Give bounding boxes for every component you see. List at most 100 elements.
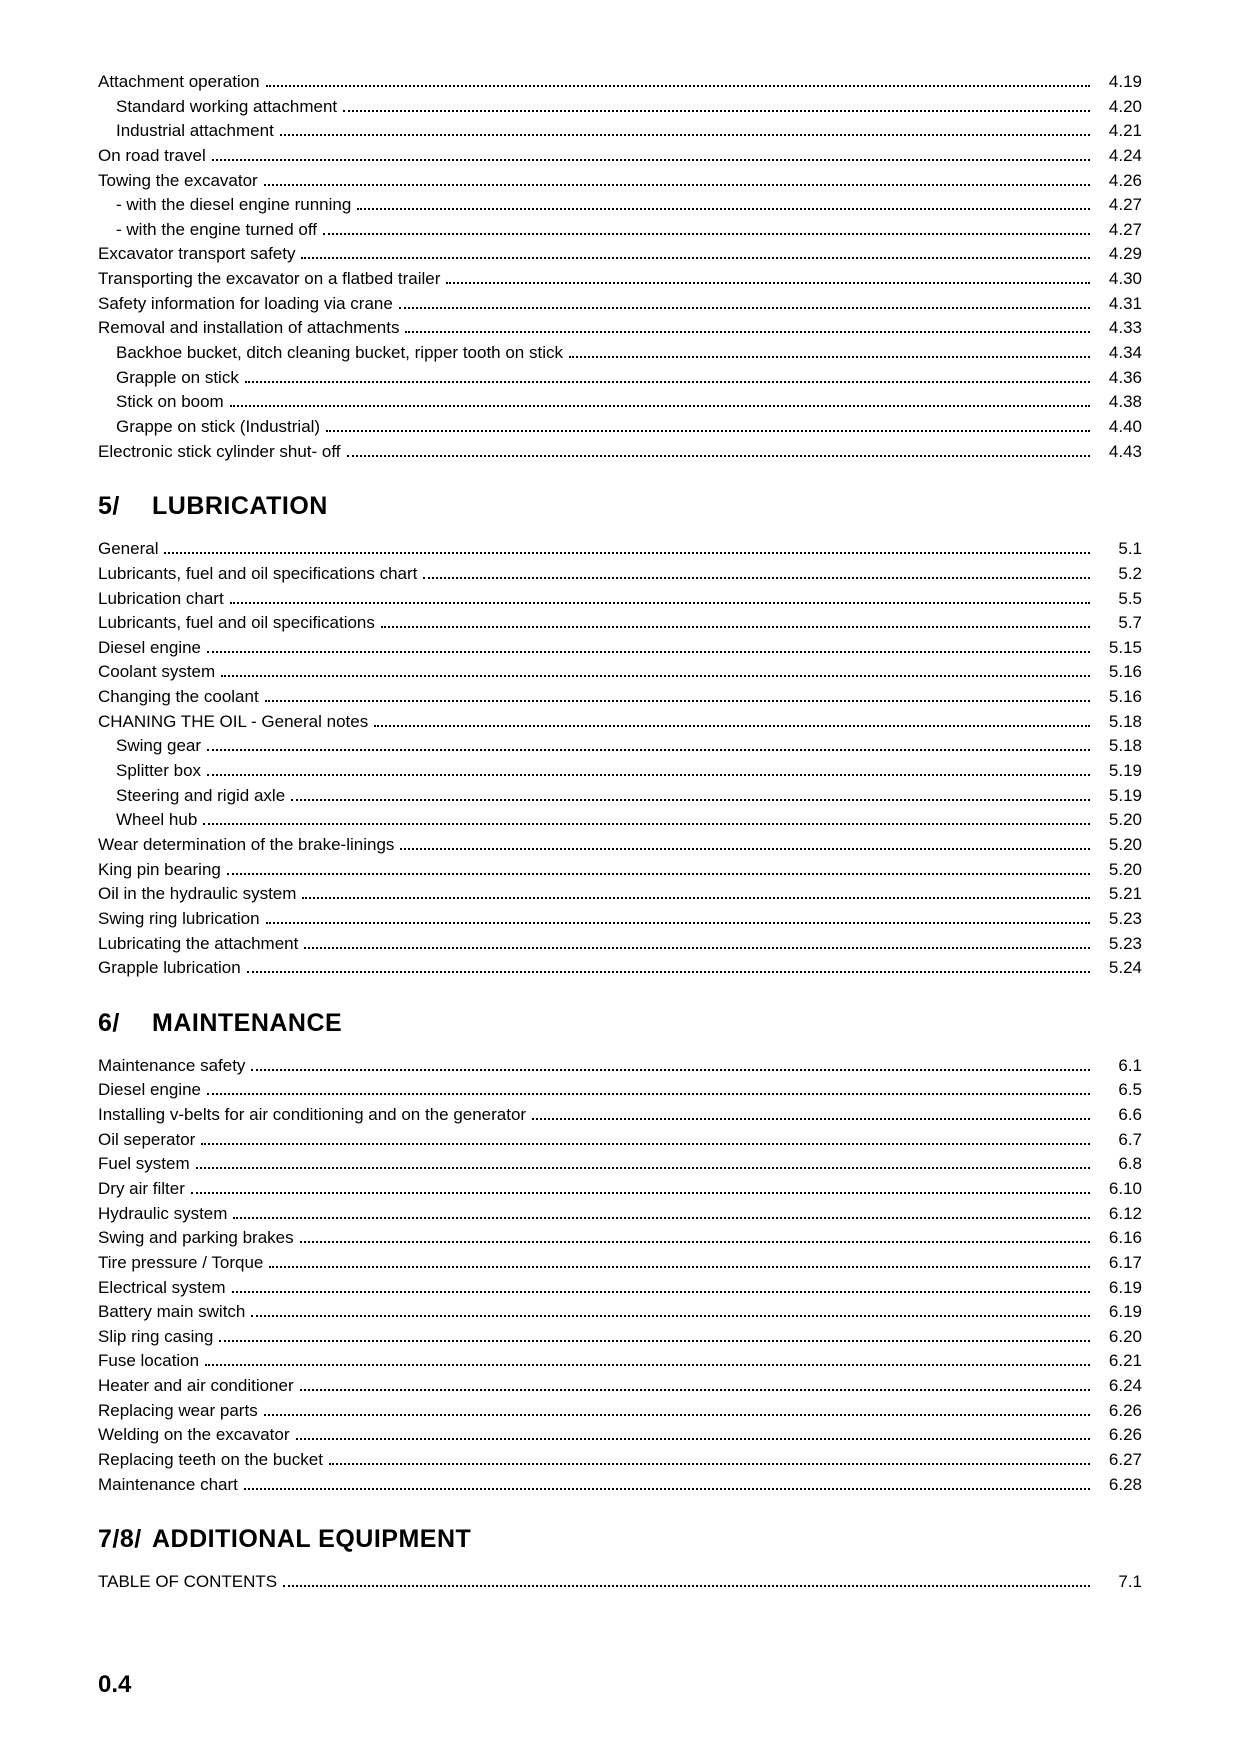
toc-entry: Swing gear5.18 xyxy=(98,734,1142,759)
toc-page-number: 6.20 xyxy=(1096,1325,1142,1350)
toc-label: Fuse location xyxy=(98,1349,199,1374)
toc-entry: Wheel hub5.20 xyxy=(98,808,1142,833)
toc-leader-dots xyxy=(301,257,1090,259)
toc-label: Installing v-belts for air conditioning … xyxy=(98,1103,526,1128)
toc-entry: Electronic stick cylinder shut- off4.43 xyxy=(98,440,1142,465)
toc-entry: Towing the excavator4.26 xyxy=(98,169,1142,194)
toc-label: Standard working attachment xyxy=(116,95,337,120)
toc-leader-dots xyxy=(323,233,1090,235)
toc-page-number: 4.36 xyxy=(1096,366,1142,391)
toc-entry: King pin bearing 5.20 xyxy=(98,858,1142,883)
toc-leader-dots xyxy=(264,1414,1090,1416)
toc-page-number: 5.16 xyxy=(1096,685,1142,710)
page-number: 0.4 xyxy=(98,1671,131,1699)
toc-entry: Diesel engine6.5 xyxy=(98,1078,1142,1103)
toc-entry: Backhoe bucket, ditch cleaning bucket, r… xyxy=(98,341,1142,366)
toc-entry: Lubricants, fuel and oil specifications5… xyxy=(98,611,1142,636)
toc-entry: Fuel system6.8 xyxy=(98,1152,1142,1177)
toc-entry: Maintenance safety6.1 xyxy=(98,1054,1142,1079)
toc-label: King pin bearing xyxy=(98,858,221,883)
toc-page-number: 6.16 xyxy=(1096,1226,1142,1251)
toc-label: Maintenance chart xyxy=(98,1473,238,1498)
toc-leader-dots xyxy=(280,134,1090,136)
toc-label: Transporting the excavator on a flatbed … xyxy=(98,267,440,292)
toc-leader-dots xyxy=(245,381,1090,383)
toc-leader-dots xyxy=(265,700,1090,702)
toc-label: On road travel xyxy=(98,144,206,169)
toc-leader-dots xyxy=(400,848,1090,850)
toc-label: Slip ring casing xyxy=(98,1325,213,1350)
toc-entry: Wear determination of the brake-linings 5… xyxy=(98,833,1142,858)
toc-page-number: 6.7 xyxy=(1096,1128,1142,1153)
toc-entry: - with the engine turned off4.27 xyxy=(98,218,1142,243)
toc-entry: Oil seperator6.7 xyxy=(98,1128,1142,1153)
toc-entry: - with the diesel engine running4.27 xyxy=(98,193,1142,218)
toc-entry: Oil in the hydraulic system5.21 xyxy=(98,882,1142,907)
toc-leader-dots xyxy=(227,873,1090,875)
toc-leader-dots xyxy=(207,774,1090,776)
toc-entry: Transporting the excavator on a flatbed … xyxy=(98,267,1142,292)
toc-entry: Electrical system6.19 xyxy=(98,1276,1142,1301)
toc-label: Swing ring lubrication xyxy=(98,907,260,932)
toc-label: Safety information for loading via crane xyxy=(98,292,393,317)
toc-page-number: 4.27 xyxy=(1096,218,1142,243)
toc-page-number: 6.19 xyxy=(1096,1276,1142,1301)
toc-leader-dots xyxy=(247,971,1090,973)
toc-entry: Changing the coolant5.16 xyxy=(98,685,1142,710)
toc-entry: Tire pressure / Torque6.17 xyxy=(98,1251,1142,1276)
toc-leader-dots xyxy=(291,799,1090,801)
toc-page-number: 5.20 xyxy=(1096,833,1142,858)
toc-leader-dots xyxy=(207,749,1090,751)
toc-leader-dots xyxy=(266,922,1090,924)
toc-leader-dots xyxy=(212,159,1090,161)
section-heading: 5/LUBRICATION xyxy=(98,492,1142,521)
toc-page-number: 4.33 xyxy=(1096,316,1142,341)
toc-leader-dots xyxy=(207,1093,1090,1095)
toc-page-number: 4.29 xyxy=(1096,242,1142,267)
toc-label: Grapple on stick xyxy=(116,366,239,391)
toc-leader-dots xyxy=(374,725,1090,727)
toc-label: Wear determination of the brake-linings xyxy=(98,833,394,858)
toc-label: Grapple lubrication xyxy=(98,956,241,981)
toc-page-number: 6.21 xyxy=(1096,1349,1142,1374)
toc-page-number: 4.40 xyxy=(1096,415,1142,440)
toc-entry: Grapple lubrication 5.24 xyxy=(98,956,1142,981)
toc-leader-dots xyxy=(302,897,1090,899)
toc-leader-dots xyxy=(207,651,1090,653)
toc-entry: CHANING THE OIL - General notes5.18 xyxy=(98,710,1142,735)
toc-page-number: 5.5 xyxy=(1096,587,1142,612)
toc-leader-dots xyxy=(230,405,1090,407)
toc-page-number: 5.16 xyxy=(1096,660,1142,685)
toc-label: General xyxy=(98,537,158,562)
toc-label: Wheel hub xyxy=(116,808,197,833)
toc-page-number: 5.20 xyxy=(1096,858,1142,883)
toc-page-number: 4.24 xyxy=(1096,144,1142,169)
toc-entry: Battery main switch6.19 xyxy=(98,1300,1142,1325)
toc-leader-dots xyxy=(264,184,1090,186)
toc-leader-dots xyxy=(251,1069,1090,1071)
section-title: MAINTENANCE xyxy=(152,1009,342,1038)
toc-label: Attachment operation xyxy=(98,70,260,95)
toc-entry: Slip ring casing 6.20 xyxy=(98,1325,1142,1350)
toc-label: Welding on the excavator xyxy=(98,1423,290,1448)
toc-leader-dots xyxy=(329,1463,1090,1465)
section-number: 7/8/ xyxy=(98,1525,140,1554)
toc-entry: General5.1 xyxy=(98,537,1142,562)
toc-label: Lubricating the attachment xyxy=(98,932,298,957)
toc-leader-dots xyxy=(446,282,1090,284)
toc-label: Stick on boom xyxy=(116,390,224,415)
section-title: LUBRICATION xyxy=(152,492,328,521)
toc-page-number: 4.31 xyxy=(1096,292,1142,317)
toc-label: Backhoe bucket, ditch cleaning bucket, r… xyxy=(116,341,563,366)
toc-entry: Dry air filter6.10 xyxy=(98,1177,1142,1202)
toc-page-number: 4.30 xyxy=(1096,267,1142,292)
toc-leader-dots xyxy=(232,1291,1090,1293)
toc-leader-dots xyxy=(164,552,1090,554)
toc-label: Lubricants, fuel and oil specifications xyxy=(98,611,375,636)
toc-label: Hydraulic system xyxy=(98,1202,227,1227)
toc-label: - with the diesel engine running xyxy=(116,193,351,218)
toc-page-number: 5.24 xyxy=(1096,956,1142,981)
section-number: 6/ xyxy=(98,1009,140,1038)
table-of-contents: Attachment operation4.19Standard working… xyxy=(98,70,1142,1595)
toc-entry: Replacing teeth on the bucket6.27 xyxy=(98,1448,1142,1473)
